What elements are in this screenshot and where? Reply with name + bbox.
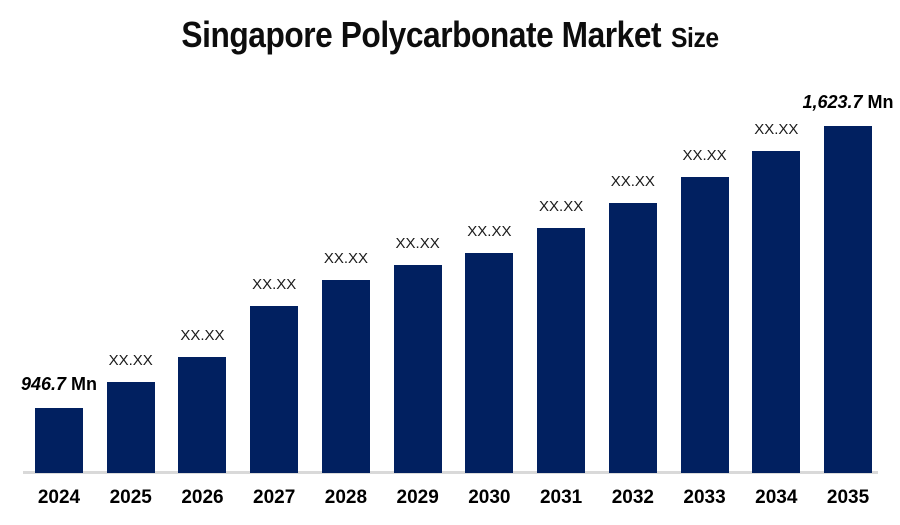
bar-2033 — [680, 177, 729, 473]
bar-2027 — [250, 306, 299, 473]
value-label-2031: XX.XX — [491, 198, 631, 216]
bar-2028 — [321, 280, 370, 473]
value-number: XX.XX — [539, 198, 584, 215]
value-number: XX.XX — [108, 352, 153, 369]
x-tick-2028: 2028 — [324, 487, 368, 508]
x-tick-2033: 2033 — [683, 487, 726, 508]
value-number: XX.XX — [682, 147, 727, 164]
value-label-2025: XX.XX — [61, 352, 201, 370]
x-axis-line — [23, 471, 878, 474]
value-label-2034: XX.XX — [706, 121, 846, 139]
value-label-2027: XX.XX — [204, 276, 344, 294]
value-number: XX.XX — [323, 250, 368, 267]
value-label-2026: XX.XX — [132, 327, 272, 345]
x-tick-2025: 2025 — [109, 487, 152, 508]
value-unit: Mn — [862, 92, 894, 112]
value-label-2033: XX.XX — [635, 147, 775, 165]
value-label-2035: 1,623.7 Mn — [778, 93, 900, 111]
bar-2031 — [537, 228, 586, 473]
x-tick-2026: 2026 — [181, 487, 224, 508]
chart-title-suffix: Size — [671, 22, 719, 53]
value-number: 1,623.7 — [802, 92, 863, 112]
value-number: XX.XX — [252, 276, 297, 293]
bar-2032 — [608, 203, 657, 473]
value-number: XX.XX — [610, 173, 655, 190]
value-label-2029: XX.XX — [348, 235, 488, 253]
chart-title-main: Singapore Polycarbonate Market — [181, 14, 662, 55]
value-number: XX.XX — [467, 223, 512, 240]
x-tick-2027: 2027 — [253, 487, 296, 508]
bar-2035 — [824, 126, 873, 473]
x-tick-2034: 2034 — [755, 487, 798, 508]
value-number: XX.XX — [395, 235, 440, 252]
x-tick-2035: 2035 — [826, 487, 870, 508]
x-tick-2031: 2031 — [539, 487, 583, 508]
x-tick-2032: 2032 — [611, 487, 654, 508]
value-number: XX.XX — [180, 327, 225, 344]
bar-2034 — [752, 151, 801, 473]
value-number: 946.7 — [20, 374, 67, 394]
bar-2025 — [106, 382, 155, 473]
value-label-2028: XX.XX — [276, 250, 416, 268]
bar-2030 — [465, 253, 514, 473]
bar-2026 — [178, 357, 227, 473]
value-unit: Mn — [66, 374, 98, 394]
value-label-2024: 946.7 Mn — [0, 375, 129, 393]
bar-2024 — [35, 408, 83, 473]
x-tick-2029: 2029 — [396, 487, 439, 508]
x-tick-2030: 2030 — [468, 487, 511, 508]
value-number: XX.XX — [754, 121, 799, 138]
value-label-2030: XX.XX — [419, 223, 559, 241]
x-tick-2024: 2024 — [37, 487, 81, 508]
chart-title: Singapore Polycarbonate Market Size — [54, 14, 846, 59]
bar-2029 — [393, 265, 442, 473]
value-label-2032: XX.XX — [563, 173, 703, 191]
